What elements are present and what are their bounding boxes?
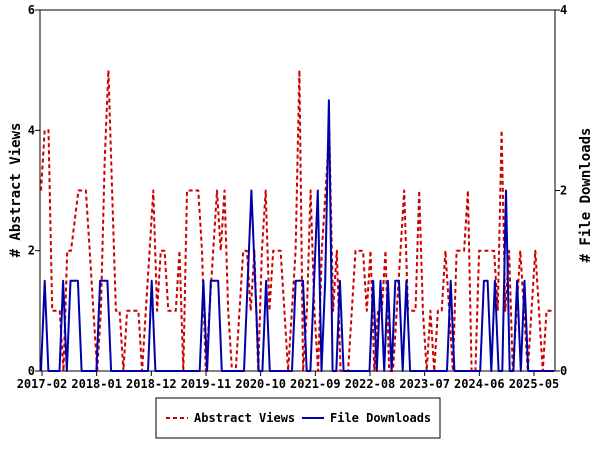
x-tick-label: 2022-08 (345, 377, 396, 391)
right-axis-title: # File Downloads (578, 128, 594, 263)
right-y-tick-label: 4 (560, 3, 567, 17)
x-tick-label: 2019-11 (181, 377, 232, 391)
legend: Abstract Views File Downloads (155, 397, 441, 439)
left-y-tick-label: 0 (28, 364, 35, 378)
x-tick-label: 2020-10 (235, 377, 286, 391)
axes-layer: 0 2 4 6 0 2 4 2017-02 2018-01 2018-12 2019-11 2020-… (17, 3, 568, 391)
legend-label-abstract-views: Abstract Views (194, 411, 295, 425)
left-axis-title: # Abstract Views (8, 123, 24, 258)
series-line-file-downloads (40, 99, 554, 372)
x-tick-label: 2018-01 (71, 377, 122, 391)
series-line-abstract-views (40, 69, 554, 372)
x-tick-label: 2025-05 (509, 377, 560, 391)
left-y-tick-label: 4 (28, 123, 35, 137)
x-tick-label: 2023-07 (399, 377, 450, 391)
left-y-tick-label: 6 (28, 3, 35, 17)
left-y-tick-label: 2 (28, 244, 35, 258)
right-y-tick-label: 2 (560, 184, 567, 198)
series-layer (40, 69, 554, 372)
legend-box (155, 397, 441, 439)
x-tick-label: 2024-06 (454, 377, 505, 391)
legend-label-file-downloads: File Downloads (330, 411, 431, 425)
x-tick-label: 2021-09 (290, 377, 341, 391)
right-y-tick-label: 0 (560, 364, 567, 378)
x-tick-label: 2018-12 (126, 377, 177, 391)
x-tick-label: 2017-02 (17, 377, 68, 391)
